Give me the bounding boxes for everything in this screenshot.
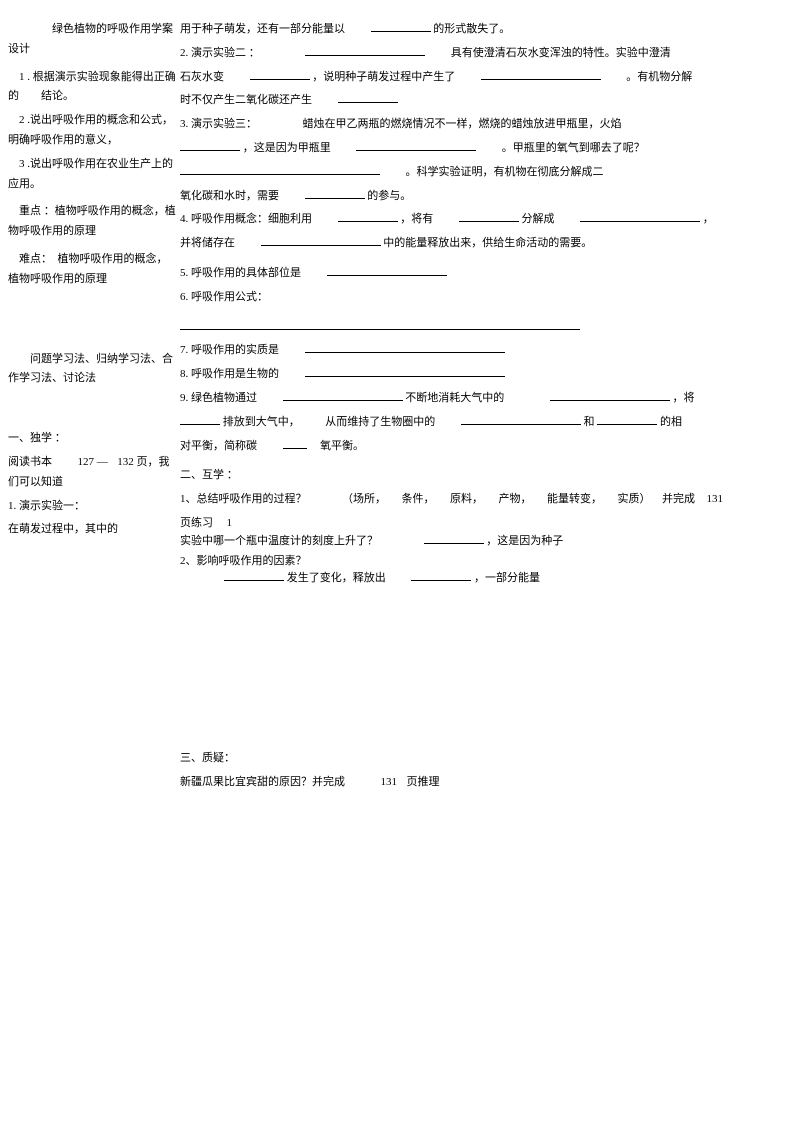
r18: 二、互学 ： [180,466,780,486]
title: 绿色植物的呼吸作用学案设计 [8,20,176,60]
r16: 排放到大气中， 从而维持了生物圈中的 和 的相 [180,413,780,433]
r2: 2. 演示实验二 ： 具有使澄清石灰水变浑浊的特性。实验中澄清 [180,44,780,64]
r10: 并将储存在 中的能量释放出来，供给生命活动的需要。 [180,234,780,254]
r25: 新疆瓜果比宜宾甜的原因？并完成 131 页推理 [180,773,780,793]
p8n2: 132 [117,456,134,468]
r12b [180,318,780,338]
p8mid: — [97,456,108,468]
p8a: 阅读书本 [8,456,52,468]
r14: 8. 呼吸作用是生物的 [180,365,780,385]
r19: 1、总结呼吸作用的过程？ （场所， 条件， 原料， 产物， 能量转变， 实质） … [180,490,780,510]
left-p6: 问题学习法、归纳学习法、合作学习法、讨论法 [8,350,176,390]
r13: 7. 呼吸作用的实质是 [180,341,780,361]
left-p10: 在萌发过程中，其中的 [8,520,176,540]
left-p4: 重点 ：植物呼吸作用的概念，植物呼吸作用的原理 [8,202,176,242]
left-p8: 阅读书本 127 — 132 页，我们可以知道 [8,453,176,493]
r15: 9. 绿色植物通过 不断地消耗大气中的 ，将 [180,389,780,409]
r17: 对平衡，简称碳 氧平衡。 [180,437,780,457]
left-p1: 1 . 根据演示实验现象能得出正确的 结论。 [8,68,176,108]
r7: 。科学实验证明，有机物在彻底分解成二 [180,163,780,183]
r1: 用于种子萌发，还有一部分能量以 的形式散失了。 [180,20,780,40]
r8: 氧化碳和水时，需要 的参与。 [180,187,780,207]
right-column: 用于种子萌发，还有一部分能量以 的形式散失了。 2. 演示实验二 ： 具有使澄清… [180,20,780,797]
r21: 实验中哪一个瓶中温度计的刻度上升了？ ，这是因为种子 [180,532,780,552]
left-p7: 一、独学 ： [8,429,176,449]
left-p9: 1. 演示实验一： [8,497,176,517]
r4: 时不仅产生二氧化碳还产生 [180,91,780,111]
r23: 发生了变化，释放出 ，一部分能量 [180,569,780,589]
r12: 6. 呼吸作用公式： [180,288,780,308]
r6: ，这是因为甲瓶里 。甲瓶里的氧气到哪去了呢？ [180,139,780,159]
left-column: 绿色植物的呼吸作用学案设计 1 . 根据演示实验现象能得出正确的 结论。 2 .… [8,20,176,544]
r9: 4. 呼吸作用概念：细胞利用 ，将有 分解成 ， [180,210,780,230]
left-p2: 2 .说出呼吸作用的概念和公式，明确呼吸作用的意义， [8,111,176,151]
left-p5: 难点： 植物呼吸作用的概念，植物呼吸作用的原理 [8,250,176,290]
r5: 3. 演示实验三： 蜡烛在甲乙两瓶的燃烧情况不一样，燃烧的蜡烛放进甲瓶里，火焰 [180,115,780,135]
p8n1: 127 [78,456,95,468]
r3: 石灰水变 ，说明种子萌发过程中产生了 。有机物分解 [180,68,780,88]
left-p3: 3 .说出呼吸作用在农业生产上的应用。 [8,155,176,195]
r24: 三、质疑： [180,749,780,769]
r11: 5. 呼吸作用的具体部位是 [180,264,780,284]
